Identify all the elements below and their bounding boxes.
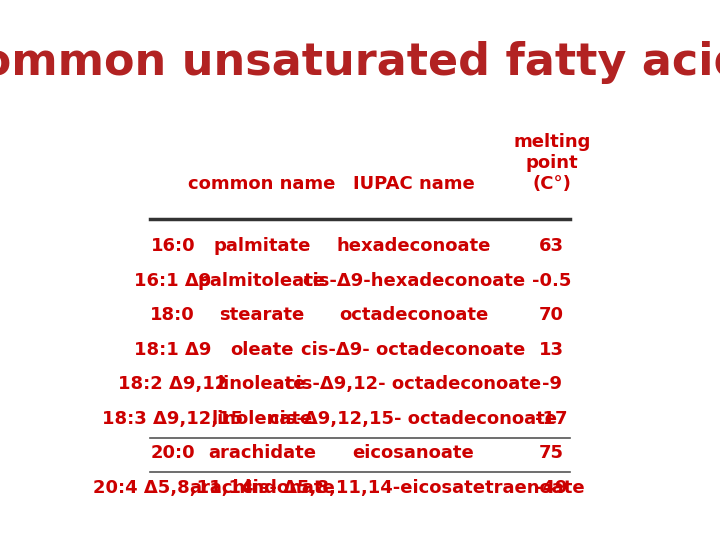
Text: 18:2 Δ9,12: 18:2 Δ9,12 (118, 375, 228, 393)
Text: 20:0: 20:0 (150, 444, 195, 462)
Text: -9: -9 (541, 375, 562, 393)
Text: -17: -17 (536, 410, 568, 428)
Text: cis- Δ5,8,11,14-eicosatetraenoate: cis- Δ5,8,11,14-eicosatetraenoate (242, 479, 585, 497)
Text: 18:3 Δ9,12,15: 18:3 Δ9,12,15 (102, 410, 243, 428)
Text: oleate: oleate (230, 341, 294, 359)
Text: 16:0: 16:0 (150, 237, 195, 255)
Text: palmitate: palmitate (213, 237, 310, 255)
Text: 63: 63 (539, 237, 564, 255)
Text: 13: 13 (539, 341, 564, 359)
Text: cis-Δ9-hexadeconoate: cis-Δ9-hexadeconoate (302, 272, 525, 289)
Text: 18:0: 18:0 (150, 306, 195, 324)
Text: linolenate: linolenate (211, 410, 312, 428)
Text: hexadeconoate: hexadeconoate (336, 237, 491, 255)
Text: 18:1 Δ9: 18:1 Δ9 (134, 341, 212, 359)
Text: cis-Δ9,12,15- octadeconoate: cis-Δ9,12,15- octadeconoate (269, 410, 557, 428)
Text: palmitoleate: palmitoleate (198, 272, 326, 289)
Text: stearate: stearate (220, 306, 305, 324)
Text: cis-Δ9,12- octadeconoate: cis-Δ9,12- octadeconoate (285, 375, 541, 393)
Text: IUPAC name: IUPAC name (353, 175, 474, 193)
Text: -0.5: -0.5 (532, 272, 572, 289)
Text: arachindonate: arachindonate (189, 479, 335, 497)
Text: arachidate: arachidate (208, 444, 316, 462)
Text: -49: -49 (536, 479, 568, 497)
Text: common name: common name (188, 175, 336, 193)
Text: 75: 75 (539, 444, 564, 462)
Text: 16:1 Δ9: 16:1 Δ9 (134, 272, 212, 289)
Text: octadeconoate: octadeconoate (339, 306, 488, 324)
Text: 70: 70 (539, 306, 564, 324)
Text: 20:4 Δ5,8,11,14: 20:4 Δ5,8,11,14 (92, 479, 253, 497)
Text: linoleate: linoleate (217, 375, 306, 393)
Text: eicosanoate: eicosanoate (353, 444, 474, 462)
Text: Common unsaturated fatty acids: Common unsaturated fatty acids (0, 42, 720, 84)
Text: cis-Δ9- octadeconoate: cis-Δ9- octadeconoate (302, 341, 526, 359)
Text: melting
point
(C°): melting point (C°) (513, 133, 590, 193)
